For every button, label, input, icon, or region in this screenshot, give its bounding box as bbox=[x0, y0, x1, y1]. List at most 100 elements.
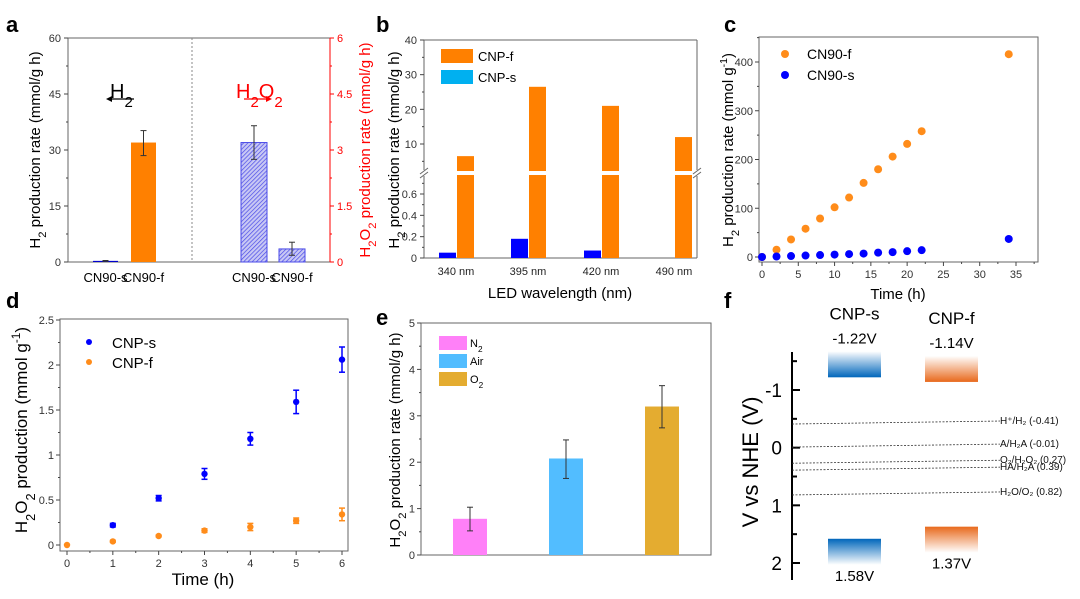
x-tick-label: 20 bbox=[901, 269, 913, 281]
vb-potential-label: 1.37V bbox=[932, 556, 971, 573]
data-point-cn90-s bbox=[845, 250, 854, 259]
bar-cnp-s bbox=[584, 250, 601, 258]
legend-label-cn90-s: CN90-s bbox=[807, 67, 854, 83]
y2-tick-label: 3 bbox=[337, 145, 343, 157]
bar-cnp-f-lower bbox=[529, 175, 546, 258]
redox-level-label: A/H₂A (-0.01) bbox=[1000, 439, 1059, 450]
redox-level-label: H₂O/O₂ (0.82) bbox=[1000, 487, 1062, 498]
data-point-cn90-f bbox=[801, 224, 810, 233]
group-label-h2: H2 bbox=[110, 81, 133, 111]
vb-potential-label: 1.58V bbox=[835, 568, 874, 585]
data-point-cn90-f bbox=[845, 193, 854, 202]
legend-label-cnp-s: CNP-s bbox=[112, 335, 156, 352]
plot-frame bbox=[67, 37, 331, 263]
data-point-cn90-s bbox=[758, 253, 766, 261]
data-point-cn90-s bbox=[859, 249, 868, 258]
y-tick-label: 45 bbox=[49, 89, 61, 101]
panel-d-chart: 0 1 2 3 4 5 6 0 0.5 1 1.5 2 2.5 CNP-s CNP-f Time (h) H2O… bbox=[9, 315, 349, 589]
axis-break-mark bbox=[419, 167, 429, 175]
data-point-cn90-s bbox=[903, 247, 912, 256]
legend-marker-cnp-s bbox=[86, 339, 92, 345]
x-tick-label: 420 nm bbox=[583, 266, 620, 278]
plot-frame bbox=[59, 318, 349, 552]
bar-h2o2-cn90-s bbox=[240, 142, 268, 263]
x-tick-label: 15 bbox=[865, 269, 877, 281]
y-tick-label: -1 bbox=[765, 381, 782, 402]
y-tick-label: 0.2 bbox=[402, 232, 417, 244]
legend-swatch-cnp-f bbox=[441, 49, 473, 63]
bar-cnp-s bbox=[439, 252, 456, 258]
panel-letter-b: b bbox=[376, 12, 389, 37]
y-tick-label: 0 bbox=[747, 252, 753, 264]
data-point-cn90-f bbox=[859, 178, 868, 187]
data-point-cnp-s bbox=[155, 495, 162, 502]
bar-cnp-f-lower bbox=[457, 175, 474, 258]
valence-band-cnp-f bbox=[925, 526, 978, 553]
redox-level-line bbox=[791, 466, 1001, 471]
data-point-cnp-f bbox=[338, 511, 346, 518]
data-point-cn90-s bbox=[1004, 234, 1013, 243]
panel-letter-a: a bbox=[6, 12, 19, 37]
panel-letter-c: c bbox=[724, 12, 736, 37]
redox-level-label: H⁺/H₂ (-0.41) bbox=[1000, 416, 1059, 427]
data-point-cn90-f bbox=[787, 235, 796, 244]
bar-h2-cn90-f bbox=[131, 142, 156, 262]
x-tick-label: CN90-f bbox=[123, 270, 165, 285]
y-tick-label: 0 bbox=[55, 257, 61, 269]
material-name-label: CNP-s bbox=[829, 304, 879, 323]
redox-level-line bbox=[791, 443, 1001, 448]
y-axis-title: H2O2 production (mmol g-1) bbox=[9, 327, 38, 533]
y-tick-label: 30 bbox=[49, 145, 61, 157]
x-tick-label: 5 bbox=[795, 269, 801, 281]
arrow-right-icon bbox=[266, 96, 272, 102]
y-tick-label: 2 bbox=[48, 360, 54, 372]
group-label-h2o2: H2O2 bbox=[236, 81, 283, 111]
panel-f-diagram: -1 0 1 2 V vs NHE (V) H⁺/H₂ (-0.41) A/H₂A (-0.… bbox=[738, 304, 1066, 584]
y-axis-title: V vs NHE (V) bbox=[738, 397, 763, 528]
data-point-cn90-s bbox=[801, 251, 810, 260]
x-tick-label: 10 bbox=[828, 269, 840, 281]
y-tick-label: 15 bbox=[49, 201, 61, 213]
y-tick-label: 300 bbox=[735, 106, 753, 118]
x-tick-label: 4 bbox=[247, 558, 253, 570]
legend-label-cnp-f: CNP-f bbox=[112, 355, 154, 372]
data-point-cnp-f bbox=[63, 541, 71, 549]
y-tick-label: 400 bbox=[735, 57, 753, 69]
redox-level-line bbox=[791, 459, 1001, 464]
y-tick-label: 0 bbox=[409, 550, 415, 562]
y2-tick-label: 0 bbox=[337, 257, 343, 269]
y-tick-label: 0.6 bbox=[402, 189, 417, 201]
data-point-cnp-s bbox=[109, 522, 117, 529]
y-tick-label: 10 bbox=[405, 139, 417, 151]
cb-potential-label: -1.22V bbox=[832, 330, 876, 347]
y-tick-label: 0 bbox=[411, 253, 417, 265]
plot-frame bbox=[758, 36, 1039, 263]
y-tick-label: 4 bbox=[409, 364, 415, 376]
legend-swatch-cnp-s bbox=[441, 70, 473, 84]
axis-break-mark bbox=[692, 171, 702, 179]
panel-letter-f: f bbox=[724, 288, 732, 313]
axis-break-mark bbox=[419, 171, 429, 179]
y-tick-label: 1 bbox=[771, 496, 782, 517]
y-tick-label: 1 bbox=[48, 450, 54, 462]
data-point-cnp-s bbox=[247, 435, 254, 442]
legend-swatch-air bbox=[439, 354, 467, 368]
y-tick-label: 20 bbox=[405, 104, 417, 116]
panel-letter-e: e bbox=[376, 305, 388, 330]
redox-level-label: HA/H₂A (0.39) bbox=[1000, 462, 1063, 473]
y-tick-label: 0.4 bbox=[402, 210, 417, 222]
bar-cnp-f-upper bbox=[529, 86, 546, 171]
data-point-cnp-f bbox=[109, 538, 117, 545]
panel-e-chart: 0 1 2 3 4 5 N2 Air O2 H2O2 production rate (mmol/… bbox=[387, 318, 712, 562]
conduction-band-cnp-s bbox=[828, 351, 881, 378]
x-tick-label: 1 bbox=[110, 558, 116, 570]
bar-cnp-f-lower bbox=[675, 175, 692, 258]
data-point-cn90-s bbox=[917, 246, 926, 255]
valence-band-cnp-s bbox=[828, 538, 881, 565]
x-tick-label: 395 nm bbox=[510, 266, 547, 278]
legend-swatch-n2 bbox=[439, 336, 467, 350]
legend-marker-cn90-f bbox=[781, 50, 789, 58]
data-point-cn90-s bbox=[816, 251, 825, 260]
legend-label-n2: N2 bbox=[470, 338, 483, 354]
